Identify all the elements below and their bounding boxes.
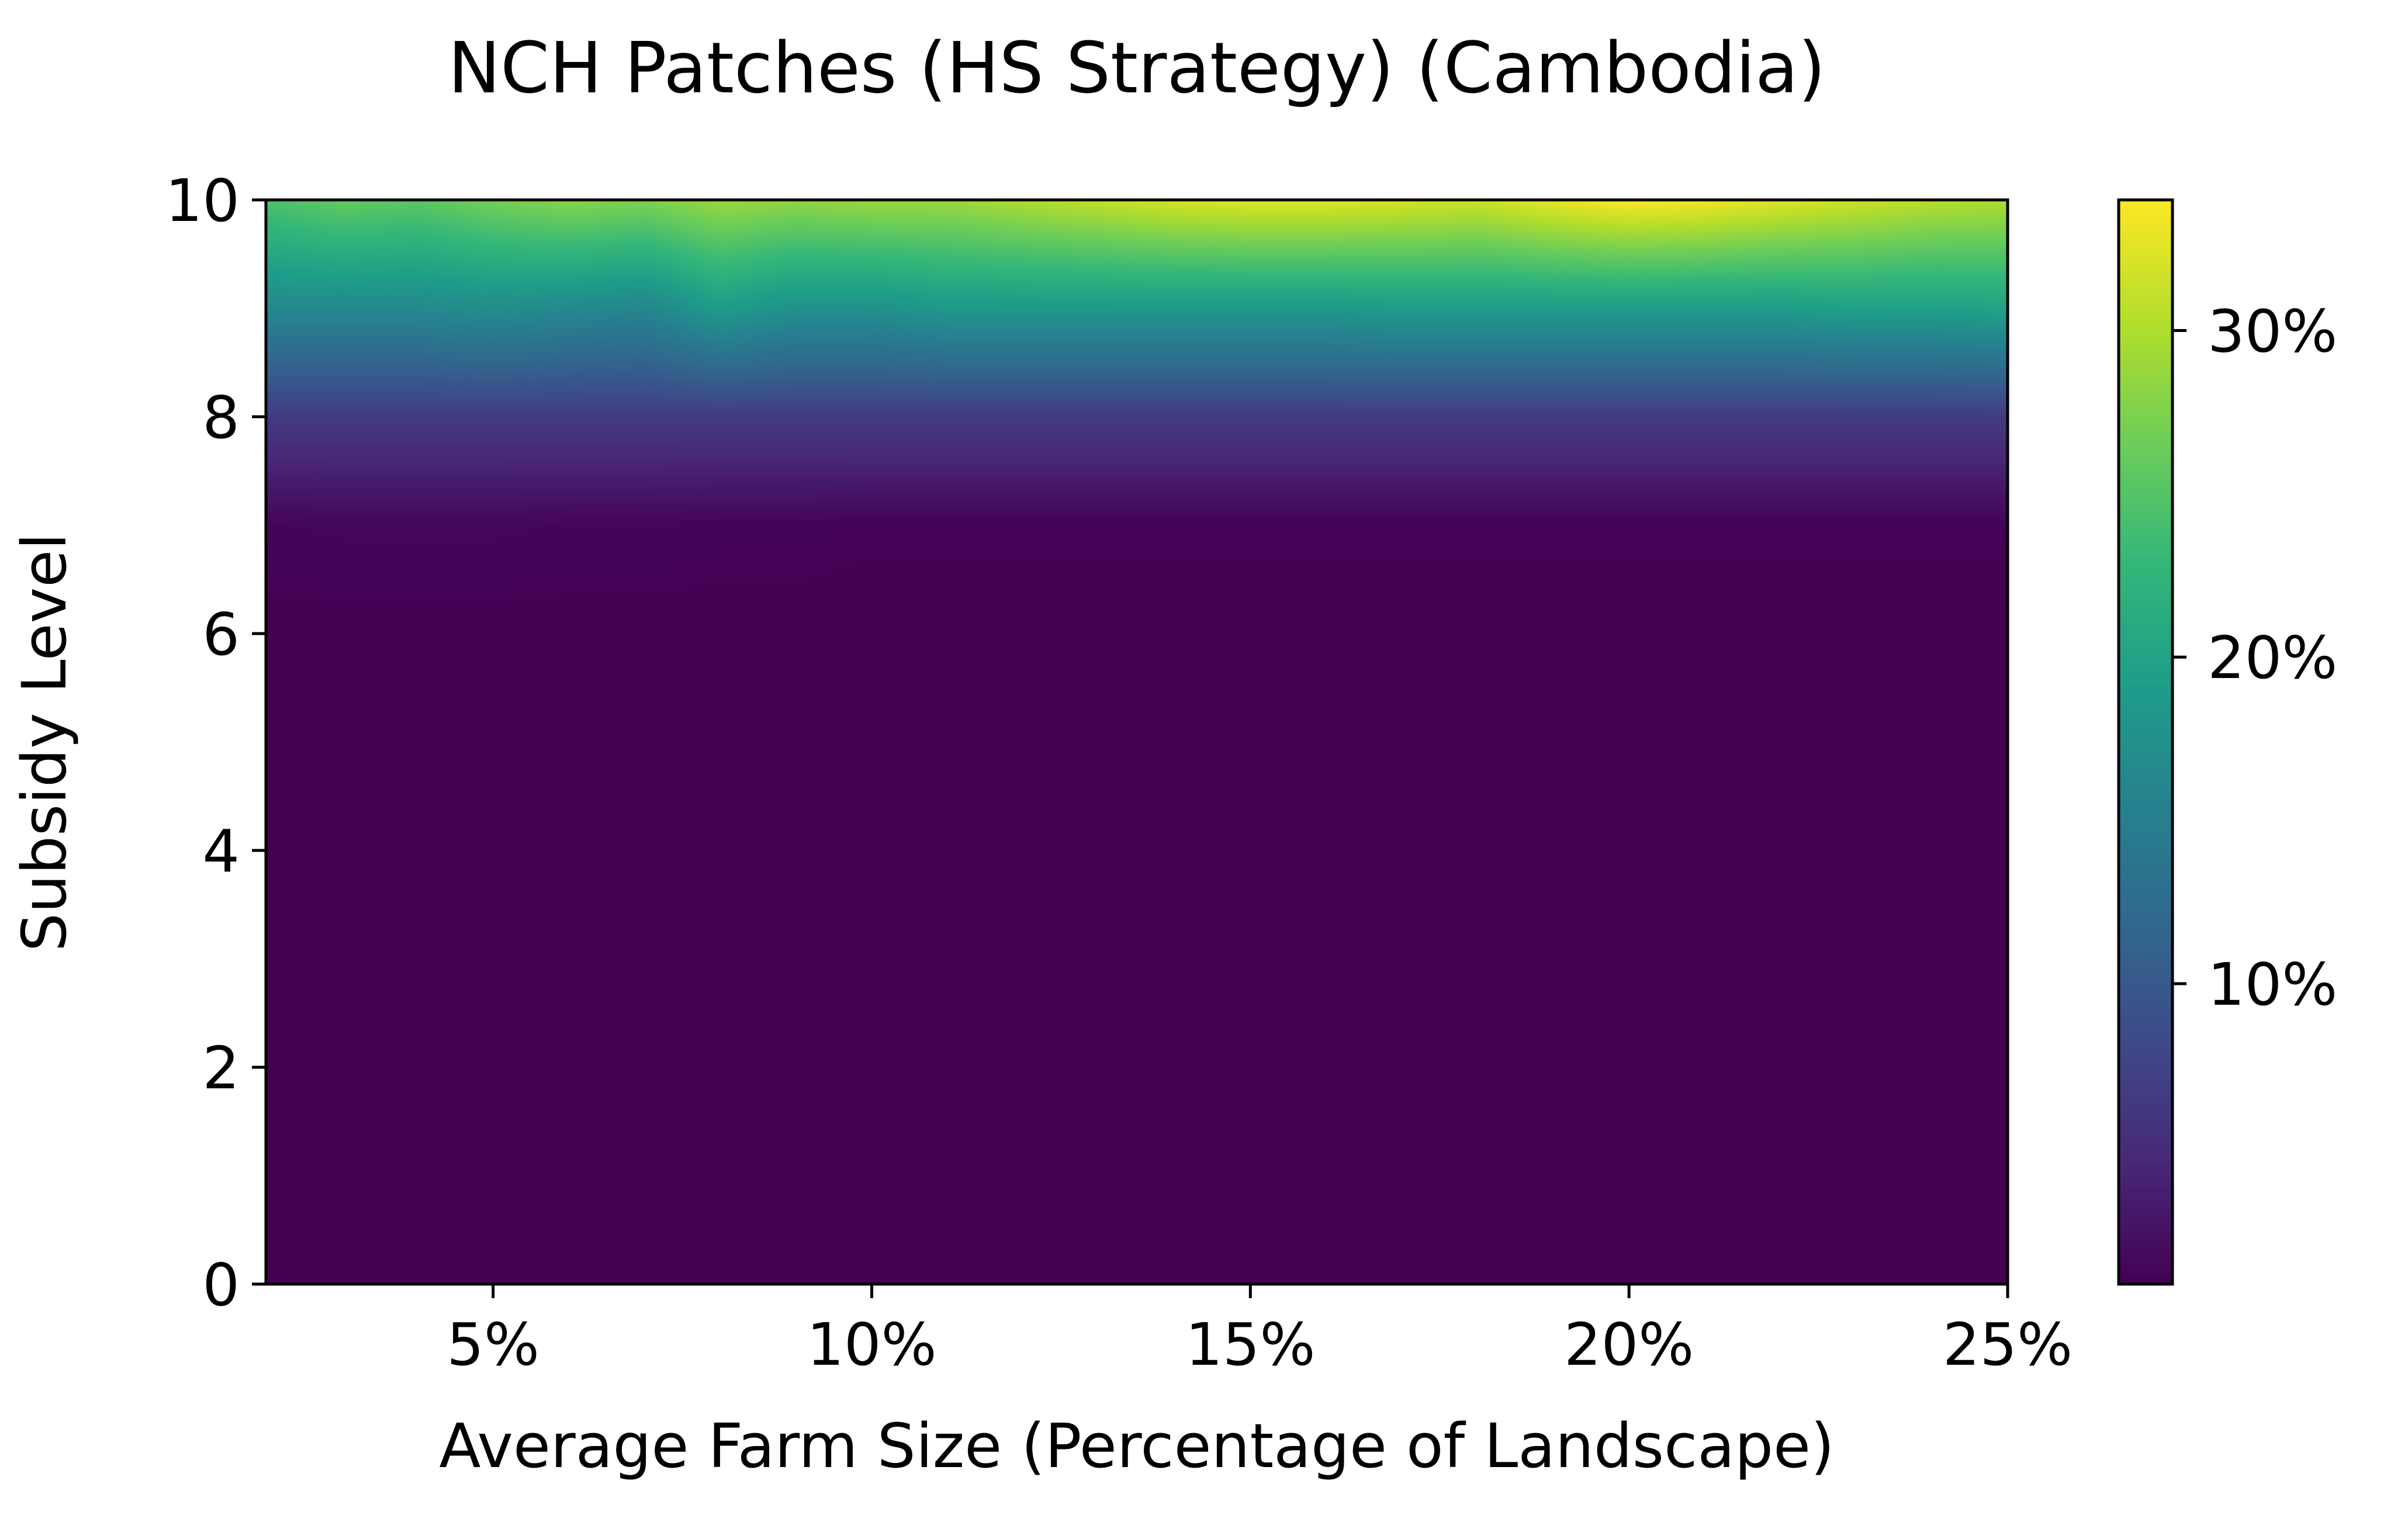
x-tick-label: 10% (807, 1310, 936, 1379)
x-axis-label: Average Farm Size (Percentage of Landsca… (439, 1410, 1834, 1482)
y-tick-label: 6 (202, 600, 240, 669)
colorbar-gradient (2119, 200, 2172, 1284)
colorbar-ticks: 10% 20% 30% (2172, 297, 2337, 1019)
colorbar-tick-label: 30% (2208, 297, 2337, 365)
colorbar-tick-label: 20% (2208, 624, 2337, 692)
y-axis: 0 2 4 6 8 10 (165, 167, 266, 1319)
colorbar-frame (2117, 198, 2174, 1286)
x-tick-label: 20% (1564, 1310, 1694, 1379)
heatmap-raster-frame (266, 200, 2008, 1284)
x-tick-label: 15% (1185, 1310, 1315, 1379)
x-tick-label: 25% (1943, 1310, 2073, 1379)
y-tick-label: 4 (202, 817, 240, 885)
chart-title: NCH Patches (HS Strategy) (Cambodia) (448, 28, 1826, 109)
colorbar: 10% 20% 30% (2117, 198, 2337, 1286)
plot-frame (264, 198, 2009, 1286)
heatmap-raster (266, 200, 2008, 1284)
x-axis: 5% 10% 15% 20% 25% (447, 1284, 2073, 1379)
y-tick-label: 8 (202, 383, 240, 452)
y-axis-label: Subsidy Level (9, 533, 80, 952)
y-tick-label: 10 (165, 167, 240, 235)
colorbar-gradient-frame (2119, 200, 2172, 1284)
y-tick-label: 0 (202, 1251, 240, 1319)
heatmap-plot-area (264, 198, 2009, 1286)
y-tick-label: 2 (202, 1034, 240, 1102)
x-tick-label: 5% (447, 1310, 539, 1379)
colorbar-tick-label: 10% (2208, 950, 2337, 1019)
